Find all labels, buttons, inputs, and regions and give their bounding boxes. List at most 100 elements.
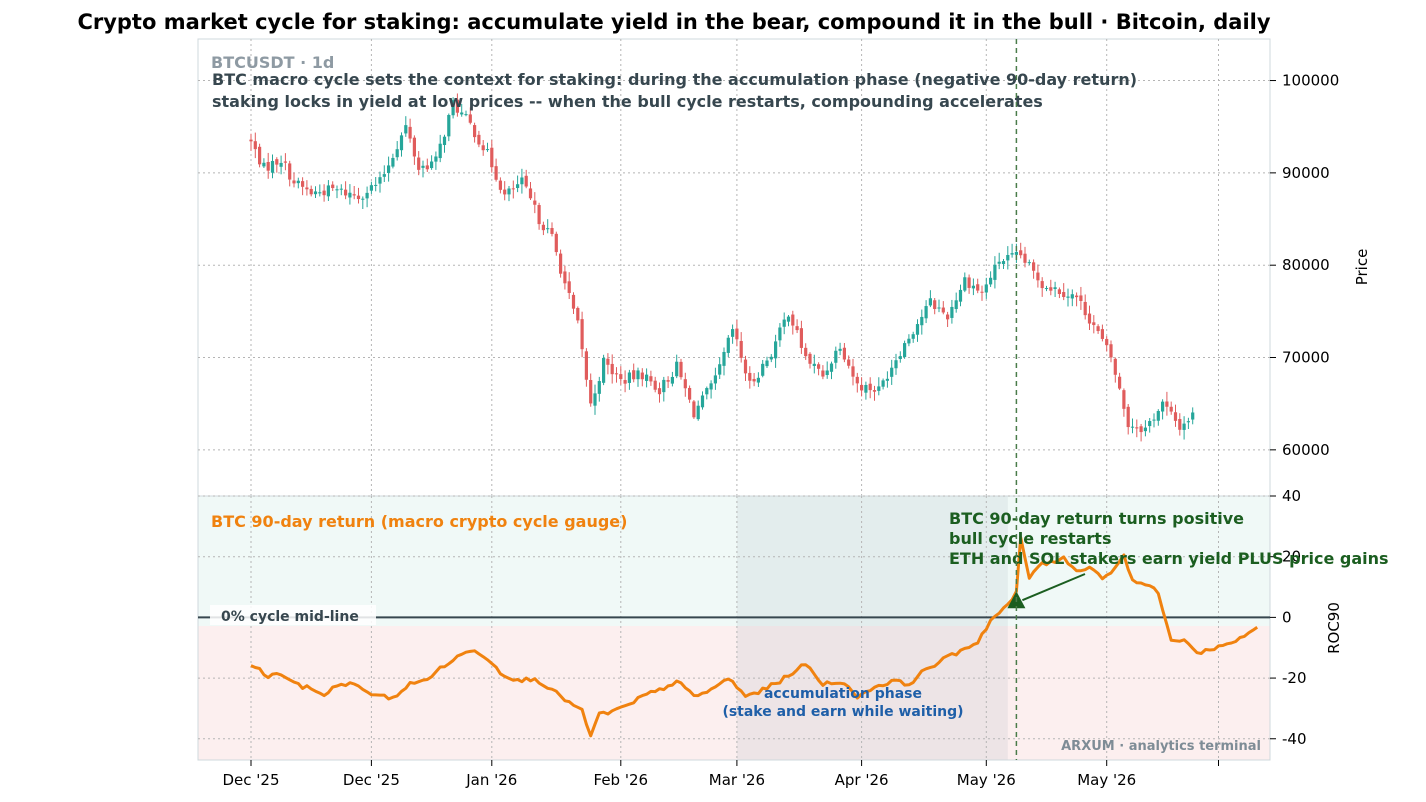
- candle-up: [971, 285, 975, 289]
- roc-series-line: [250, 535, 1259, 738]
- candle-down: [872, 390, 877, 392]
- candle-down: [1113, 358, 1117, 375]
- candle-down: [933, 300, 937, 310]
- candle-up: [898, 356, 902, 360]
- candle-down: [640, 372, 644, 380]
- candle-up: [950, 306, 954, 318]
- candle-down: [356, 195, 361, 200]
- roc-panel: 0% cycle mid-line -40 -20 0 20 40 ROC90 BTC …: [197, 487, 1389, 761]
- price-y-axis-label: Price: [1353, 249, 1371, 286]
- candle-down: [249, 139, 253, 142]
- candle-down: [511, 188, 515, 190]
- candle-down: [584, 351, 588, 380]
- candle-up: [546, 228, 550, 230]
- candle-down: [842, 347, 846, 360]
- candle-up: [270, 160, 275, 173]
- candle-down: [791, 314, 795, 326]
- candle-up: [421, 165, 425, 168]
- candle-up: [313, 191, 318, 195]
- candle-up: [1161, 401, 1165, 412]
- candle-up: [1066, 296, 1070, 298]
- candle-up: [382, 174, 386, 177]
- signal-annotation-line-1: BTC 90-day return turns positive: [949, 509, 1244, 528]
- candle-down: [567, 281, 571, 293]
- candle-down: [1062, 292, 1066, 298]
- candle-up: [907, 338, 911, 344]
- candle-up: [636, 370, 640, 380]
- candle-up: [447, 114, 451, 137]
- candle-down: [980, 291, 984, 293]
- candle-up: [812, 363, 816, 366]
- candle-down: [283, 161, 287, 163]
- candle-down: [554, 233, 558, 253]
- candle-down: [855, 376, 859, 384]
- candle-down: [666, 380, 670, 382]
- candle-up: [670, 376, 674, 384]
- candle-up: [1148, 421, 1152, 427]
- candle-up: [378, 177, 382, 184]
- candle-up: [864, 384, 868, 393]
- candle-up: [1182, 423, 1186, 430]
- accumulation-label-line-2: (stake and earn while waiting): [722, 704, 963, 720]
- candle-down: [537, 205, 541, 225]
- candle-down: [331, 184, 335, 189]
- candle-down: [967, 277, 971, 288]
- candle-up: [675, 361, 679, 377]
- candle-down: [808, 353, 812, 364]
- candle-down: [804, 347, 808, 357]
- candle-down: [305, 187, 309, 190]
- candle-up: [937, 307, 941, 309]
- candle-up: [924, 306, 928, 319]
- candle-down: [559, 253, 563, 274]
- candle-down: [576, 307, 580, 321]
- candle-up: [1156, 410, 1160, 421]
- candle-up: [786, 316, 791, 322]
- candle-up: [915, 324, 920, 335]
- candle-up: [928, 298, 932, 306]
- candle-down: [941, 307, 945, 313]
- candle-up: [1070, 294, 1074, 299]
- candle-up: [1186, 421, 1190, 423]
- accumulation-shade: [736, 496, 1008, 760]
- candle-down: [688, 387, 692, 400]
- candle-up: [391, 157, 395, 167]
- candle-up: [881, 380, 885, 387]
- candle-up: [877, 386, 881, 391]
- roc-y-tick-label: -40: [1282, 730, 1307, 748]
- candle-up: [399, 135, 404, 151]
- candle-up: [997, 261, 1001, 264]
- candle-up: [1044, 288, 1049, 290]
- candle-down: [563, 271, 567, 284]
- candle-down: [1040, 281, 1044, 289]
- candle-up: [993, 264, 997, 280]
- candle-down: [528, 188, 533, 199]
- candle-down: [735, 328, 739, 340]
- roc-y-tick-label: 40: [1282, 487, 1301, 505]
- roc-y-tick-label: 20: [1282, 548, 1301, 566]
- candle-up: [1014, 251, 1018, 255]
- candle-up: [696, 405, 700, 420]
- candle-down: [1105, 338, 1109, 346]
- candle-down: [692, 401, 696, 418]
- candle-down: [683, 379, 687, 389]
- price-candles: [249, 93, 1195, 442]
- candle-down: [1135, 427, 1139, 429]
- x-tick-label: May '26: [1077, 771, 1136, 789]
- candle-down: [490, 147, 494, 168]
- candle-down: [868, 383, 872, 391]
- candle-down: [1019, 250, 1023, 256]
- candle-down: [580, 319, 584, 350]
- candle-down: [1032, 262, 1036, 271]
- candle-up: [825, 370, 829, 375]
- candle-up: [722, 351, 726, 366]
- price-y-ticks: 60000 70000 80000 90000 100000: [1270, 72, 1339, 459]
- candle-up: [834, 350, 838, 363]
- roc-y-axis-label: ROC90: [1325, 602, 1343, 654]
- candle-down: [1173, 412, 1178, 421]
- signal-annotation-line-3: ETH and SOL stakers earn yield PLUS pric…: [949, 549, 1389, 568]
- candle-down: [550, 228, 554, 234]
- candle-down: [653, 380, 657, 390]
- candle-up: [700, 395, 705, 408]
- candle-up: [774, 341, 778, 359]
